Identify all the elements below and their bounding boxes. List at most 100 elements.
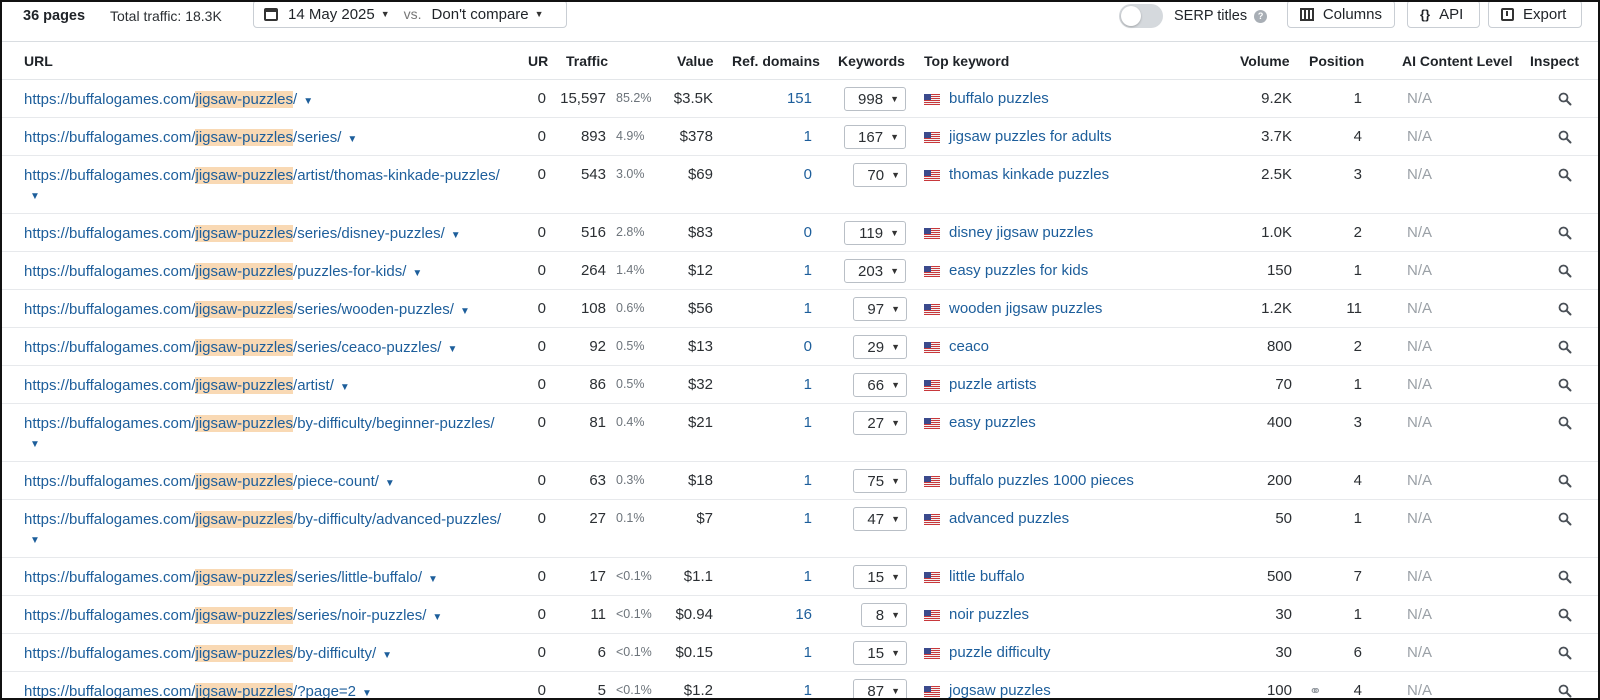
caret-down-icon[interactable]: ▼ <box>347 134 358 145</box>
header-ref-domains[interactable]: Ref. domains <box>732 53 820 69</box>
keywords-dropdown[interactable]: 203 ▼ <box>844 259 906 283</box>
caret-down-icon[interactable]: ▼ <box>450 230 461 241</box>
caret-down-icon[interactable]: ▼ <box>384 478 395 489</box>
keywords-dropdown[interactable]: 15 ▼ <box>853 565 907 589</box>
caret-down-icon[interactable]: ▼ <box>432 612 443 623</box>
top-keyword-link[interactable]: easy puzzles for kids <box>949 262 1089 279</box>
ref-domains-link[interactable]: 0 <box>803 166 812 183</box>
date-selector[interactable]: 14 May 2025 ▼ vs. Don't compare ▼ <box>253 2 567 28</box>
caret-down-icon[interactable]: ▼ <box>30 535 40 546</box>
url-link[interactable]: https://buffalogames.com/jigsaw-puzzles/… <box>24 90 524 111</box>
ref-domains-link[interactable]: 1 <box>803 300 812 317</box>
search-icon[interactable] <box>1558 646 1572 660</box>
header-position[interactable]: Position <box>1309 53 1365 69</box>
ref-domains-link[interactable]: 1 <box>803 682 812 699</box>
export-button[interactable]: Export <box>1488 2 1582 28</box>
header-ur[interactable]: UR <box>528 53 549 69</box>
caret-down-icon[interactable]: ▼ <box>459 306 470 317</box>
ref-domains-link[interactable]: 1 <box>803 568 812 585</box>
ref-domains-link[interactable]: 0 <box>803 338 812 355</box>
keywords-dropdown[interactable]: 167 ▼ <box>844 125 906 149</box>
caret-down-icon[interactable]: ▼ <box>339 382 350 393</box>
top-keyword-link[interactable]: disney jigsaw puzzles <box>949 224 1094 241</box>
url-link[interactable]: https://buffalogames.com/jigsaw-puzzles/… <box>24 376 524 397</box>
top-keyword-link[interactable]: puzzle difficulty <box>949 644 1051 661</box>
url-link[interactable]: https://buffalogames.com/jigsaw-puzzles/… <box>24 300 524 321</box>
top-keyword-link[interactable]: thomas kinkade puzzles <box>949 166 1110 183</box>
header-ai-content-level[interactable]: AI Content Level <box>1402 53 1513 69</box>
link-icon[interactable]: ⚭ <box>1309 683 1322 700</box>
url-link[interactable]: https://buffalogames.com/jigsaw-puzzles/… <box>24 510 502 550</box>
top-keyword-link[interactable]: little buffalo <box>949 568 1025 585</box>
keywords-dropdown[interactable]: 66 ▼ <box>853 373 907 397</box>
top-keyword-link[interactable]: ceaco <box>949 338 990 355</box>
columns-button[interactable]: Columns <box>1287 2 1395 28</box>
url-link[interactable]: https://buffalogames.com/jigsaw-puzzles/… <box>24 568 524 589</box>
keywords-dropdown[interactable]: 70 ▼ <box>853 163 907 187</box>
api-button[interactable]: {} API <box>1407 2 1480 28</box>
url-link[interactable]: https://buffalogames.com/jigsaw-puzzles/… <box>24 166 502 206</box>
ref-domains-link[interactable]: 0 <box>803 224 812 241</box>
keywords-dropdown[interactable]: 15 ▼ <box>853 641 907 665</box>
ref-domains-link[interactable]: 1 <box>803 644 812 661</box>
caret-down-icon[interactable]: ▼ <box>447 344 458 355</box>
keywords-dropdown[interactable]: 8 ▼ <box>861 603 907 627</box>
search-icon[interactable] <box>1558 264 1572 278</box>
top-keyword-link[interactable]: puzzle artists <box>949 376 1037 393</box>
caret-down-icon[interactable]: ▼ <box>382 650 393 661</box>
header-url[interactable]: URL <box>24 53 53 69</box>
top-keyword-link[interactable]: wooden jigsaw puzzles <box>949 300 1103 317</box>
caret-down-icon[interactable]: ▼ <box>303 96 314 107</box>
header-keywords[interactable]: Keywords <box>838 53 905 69</box>
keywords-dropdown[interactable]: 119 ▼ <box>844 221 906 245</box>
search-icon[interactable] <box>1558 378 1572 392</box>
caret-down-icon[interactable]: ▼ <box>362 688 372 699</box>
search-icon[interactable] <box>1558 684 1572 698</box>
url-link[interactable]: https://buffalogames.com/jigsaw-puzzles/… <box>24 682 524 699</box>
url-link[interactable]: https://buffalogames.com/jigsaw-puzzles/… <box>24 224 524 245</box>
ref-domains-link[interactable]: 1 <box>803 262 812 279</box>
header-traffic[interactable]: Traffic <box>566 53 609 69</box>
ref-domains-link[interactable]: 1 <box>803 414 812 431</box>
url-link[interactable]: https://buffalogames.com/jigsaw-puzzles/… <box>24 262 524 283</box>
search-icon[interactable] <box>1558 416 1572 430</box>
compare-select[interactable]: Don't compare <box>431 5 529 23</box>
ref-domains-link[interactable]: 151 <box>786 90 812 107</box>
keywords-dropdown[interactable]: 75 ▼ <box>853 469 907 493</box>
help-icon[interactable]: ? <box>1254 9 1268 23</box>
top-keyword-link[interactable]: easy puzzles <box>949 414 1036 431</box>
ref-domains-link[interactable]: 16 <box>795 606 812 623</box>
top-keyword-link[interactable]: advanced puzzles <box>949 510 1070 527</box>
keywords-dropdown[interactable]: 87 ▼ <box>853 679 907 698</box>
top-keyword-link[interactable]: jigsaw puzzles for adults <box>949 128 1112 145</box>
search-icon[interactable] <box>1558 570 1572 584</box>
url-link[interactable]: https://buffalogames.com/jigsaw-puzzles/… <box>24 472 524 493</box>
caret-down-icon[interactable]: ▼ <box>412 268 423 279</box>
keywords-dropdown[interactable]: 47 ▼ <box>853 507 907 531</box>
search-icon[interactable] <box>1558 302 1572 316</box>
url-link[interactable]: https://buffalogames.com/jigsaw-puzzles/… <box>24 414 502 454</box>
ref-domains-link[interactable]: 1 <box>803 510 812 527</box>
search-icon[interactable] <box>1558 512 1572 526</box>
caret-down-icon[interactable]: ▼ <box>30 439 40 450</box>
caret-down-icon[interactable]: ▼ <box>427 574 438 585</box>
top-keyword-link[interactable]: buffalo puzzles 1000 pieces <box>949 472 1134 489</box>
ref-domains-link[interactable]: 1 <box>803 376 812 393</box>
search-icon[interactable] <box>1558 608 1572 622</box>
header-volume[interactable]: Volume <box>1240 53 1290 69</box>
search-icon[interactable] <box>1558 474 1572 488</box>
keywords-dropdown[interactable]: 29 ▼ <box>853 335 907 359</box>
ref-domains-link[interactable]: 1 <box>803 128 812 145</box>
url-link[interactable]: https://buffalogames.com/jigsaw-puzzles/… <box>24 644 524 665</box>
header-value[interactable]: Value <box>677 53 714 69</box>
keywords-dropdown[interactable]: 998 ▼ <box>844 87 906 111</box>
keywords-dropdown[interactable]: 97 ▼ <box>853 297 907 321</box>
header-top-keyword[interactable]: Top keyword <box>924 53 1010 69</box>
ref-domains-link[interactable]: 1 <box>803 472 812 489</box>
search-icon[interactable] <box>1558 92 1572 106</box>
url-link[interactable]: https://buffalogames.com/jigsaw-puzzles/… <box>24 338 524 359</box>
search-icon[interactable] <box>1558 226 1572 240</box>
top-keyword-link[interactable]: noir puzzles <box>949 606 1030 623</box>
top-keyword-link[interactable]: jogsaw puzzles <box>949 682 1051 699</box>
search-icon[interactable] <box>1558 340 1572 354</box>
